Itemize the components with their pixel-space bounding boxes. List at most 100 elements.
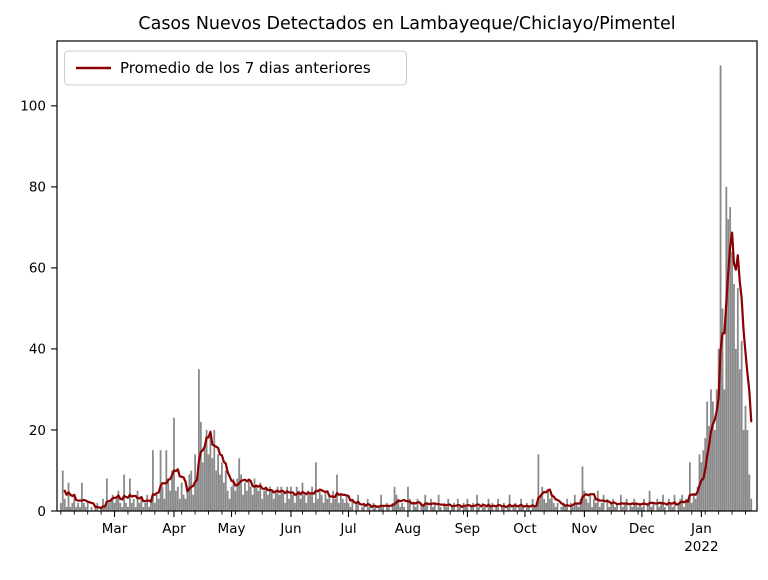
daily-cases-bar: [192, 494, 195, 511]
daily-cases-bar: [733, 284, 735, 511]
daily-cases-bar: [650, 506, 653, 511]
daily-cases-bar: [169, 490, 172, 511]
daily-cases-bar: [61, 470, 64, 511]
daily-cases-bar: [136, 490, 139, 511]
daily-cases-bar: [75, 506, 78, 511]
legend: Promedio de los 7 dias anteriores: [64, 50, 407, 86]
daily-cases-bar: [255, 486, 258, 511]
y-tick-label-20: 20: [29, 423, 46, 439]
daily-cases-bar: [119, 502, 122, 511]
daily-cases-bar: [299, 498, 302, 511]
daily-cases-bar: [320, 494, 323, 511]
daily-cases-bar: [157, 498, 160, 511]
daily-cases-bar: [305, 502, 308, 511]
daily-cases-bar: [286, 486, 289, 511]
daily-cases-bar: [259, 482, 262, 511]
daily-cases-bar: [184, 498, 187, 511]
daily-cases-bar: [533, 506, 536, 511]
daily-cases-bar: [631, 506, 634, 511]
daily-cases-bar: [669, 502, 672, 511]
daily-cases-bar: [291, 494, 294, 511]
daily-cases-bar: [113, 502, 116, 511]
daily-cases-bar: [543, 498, 546, 511]
daily-cases-bar: [525, 502, 528, 511]
daily-cases-bar: [539, 494, 542, 511]
daily-cases-bar: [201, 462, 204, 511]
daily-cases-bar: [748, 474, 751, 511]
daily-cases-bar: [224, 470, 227, 511]
daily-cases-bar: [437, 494, 440, 511]
daily-cases-bar: [527, 506, 530, 511]
daily-cases-bar: [660, 502, 663, 511]
daily-cases-bar: [67, 482, 70, 511]
daily-cases-bar: [368, 506, 371, 511]
daily-cases-bar: [591, 506, 593, 511]
daily-cases-bar: [130, 502, 133, 511]
daily-cases-bar: [127, 506, 129, 511]
legend-box: [64, 50, 407, 86]
daily-cases-bar: [635, 502, 638, 511]
daily-cases-bar: [541, 486, 544, 511]
daily-cases-bar: [84, 506, 87, 511]
daily-cases-bar: [537, 454, 540, 511]
daily-cases-bar: [290, 486, 292, 511]
daily-cases-bar: [606, 498, 609, 511]
daily-cases-bar: [608, 506, 611, 511]
daily-cases-bar: [702, 450, 705, 511]
daily-cases-bar: [176, 486, 179, 511]
daily-cases-bar: [742, 429, 745, 511]
daily-cases-bar: [330, 502, 333, 511]
daily-cases-bar: [199, 421, 202, 511]
daily-cases-bar: [535, 502, 538, 511]
daily-cases-bar: [614, 506, 616, 511]
daily-cases-bar: [142, 506, 145, 511]
daily-cases-bar: [478, 506, 480, 511]
daily-cases-bar: [593, 498, 595, 511]
daily-cases-bar: [746, 429, 749, 511]
daily-cases-bar: [282, 490, 285, 511]
daily-cases-bar: [729, 207, 732, 511]
daily-cases-bar: [251, 494, 254, 511]
daily-cases-bar: [374, 506, 377, 511]
daily-cases-bar: [721, 308, 724, 511]
daily-cases-bar: [234, 490, 237, 511]
daily-cases-bar: [715, 389, 718, 511]
daily-cases-bar: [102, 498, 104, 511]
daily-cases-bar: [731, 251, 733, 511]
daily-cases-bar: [153, 502, 156, 511]
daily-cases-bar: [602, 494, 605, 511]
daily-cases-bar: [324, 490, 327, 511]
daily-cases-bar: [641, 506, 643, 511]
daily-cases-bar: [203, 446, 206, 511]
daily-cases-bar: [332, 490, 335, 511]
daily-cases-bar: [652, 502, 655, 511]
daily-cases-bar: [445, 506, 448, 511]
daily-cases-bar: [579, 498, 582, 511]
daily-cases-bar: [385, 502, 388, 511]
daily-cases-bar: [322, 502, 325, 511]
daily-cases-bar: [556, 502, 559, 511]
daily-cases-bar: [719, 65, 722, 511]
daily-cases-bar: [163, 498, 166, 511]
daily-cases-bar: [349, 506, 352, 511]
y-tick-label-40: 40: [29, 342, 46, 358]
daily-cases-bar: [677, 502, 680, 511]
daily-cases-bar: [132, 498, 135, 511]
daily-cases-bar: [408, 498, 411, 511]
daily-cases-bar: [470, 506, 473, 511]
daily-cases-bar: [401, 502, 404, 511]
daily-cases-bar: [104, 506, 106, 511]
daily-cases-bar: [121, 506, 124, 511]
daily-cases-bar: [393, 486, 396, 511]
daily-cases-bar: [564, 506, 567, 511]
daily-cases-bar: [560, 506, 563, 511]
daily-cases-bar: [547, 490, 549, 511]
daily-cases-bar: [610, 502, 613, 511]
daily-cases-bar: [180, 482, 183, 511]
daily-cases-bar: [71, 502, 74, 511]
daily-cases-bar: [489, 506, 492, 511]
daily-cases-bar: [171, 470, 173, 511]
daily-cases-bar: [420, 502, 423, 511]
daily-cases-bar: [69, 506, 72, 511]
daily-cases-bar: [723, 389, 726, 511]
